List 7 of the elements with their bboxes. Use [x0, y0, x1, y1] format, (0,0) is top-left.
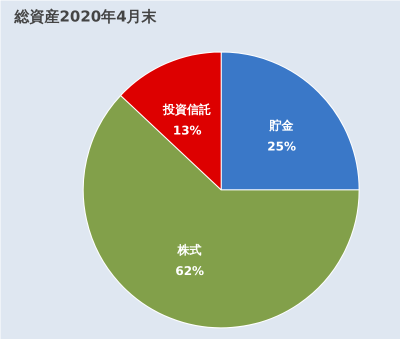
data-label: 62%	[175, 264, 204, 278]
chart-title: 総資産2020年4月末	[14, 8, 158, 26]
slice-label: 貯金	[268, 118, 295, 133]
slice-label: 株式	[176, 243, 202, 258]
data-label: 13%	[172, 124, 202, 138]
data-label: 25%	[267, 140, 296, 154]
slice-label: 投資信託	[162, 102, 212, 117]
